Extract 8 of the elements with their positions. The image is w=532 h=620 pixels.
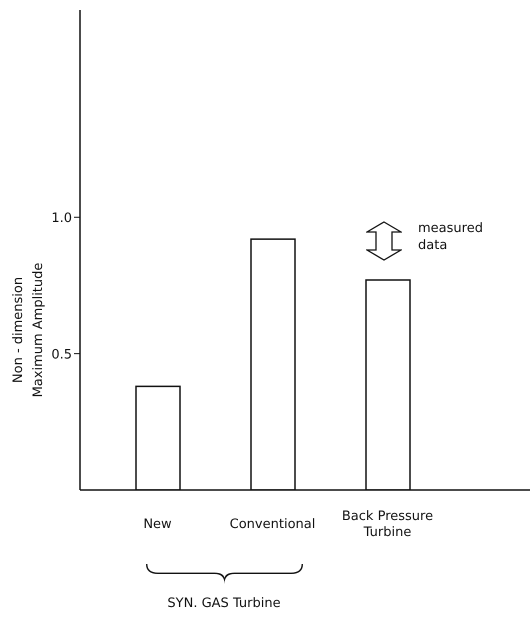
y-tick-label: 0.5 [51,347,72,362]
y-tick-label: 1.0 [51,210,72,226]
annotation: measured data [418,220,484,254]
x-tick-label: Back Pressure Turbine [342,509,434,540]
x-tick-label: New [143,517,172,532]
text: SYN. GAS Turbine [166,596,282,611]
x-tick-label: Conventional [230,517,316,532]
y-axis-title: Non - dimension Maximum Amplitude [11,262,46,398]
